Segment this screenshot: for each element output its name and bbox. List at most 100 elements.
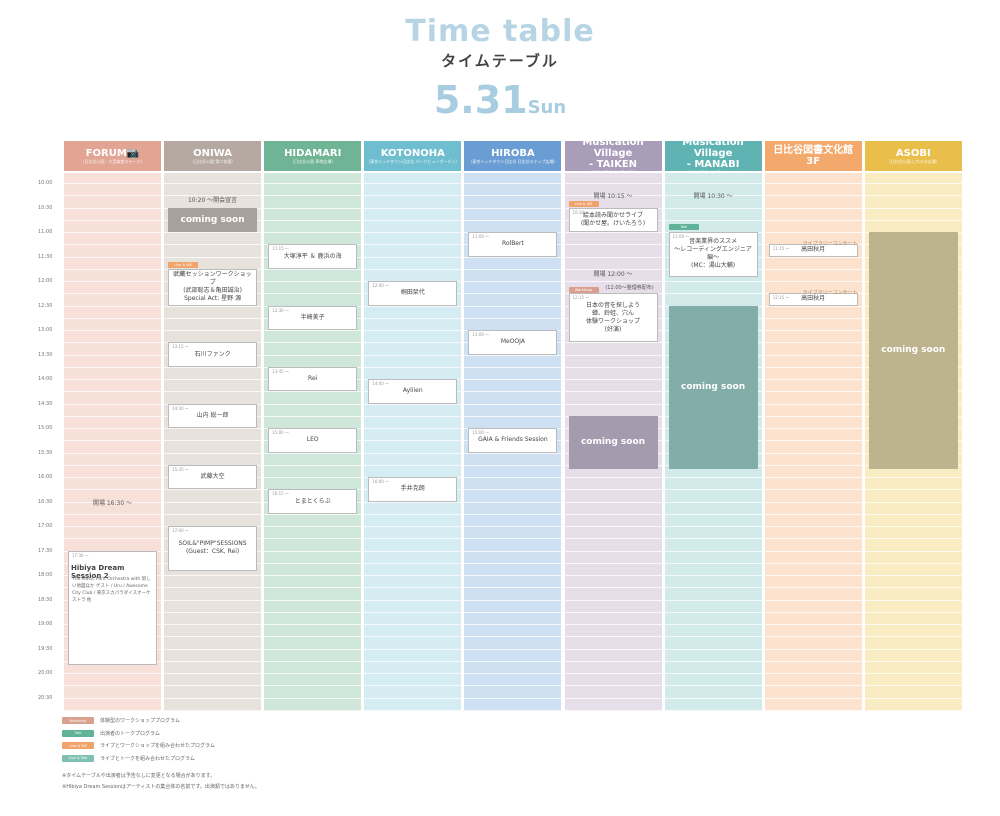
column-name: FORUM📷 (85, 147, 140, 159)
event-name: SOIL&"PIMP"SESSIONS (Guest：CSK, Rei) (178, 540, 247, 556)
event-card[interactable]: 13:45 〜 Rei (268, 366, 358, 392)
grid-line (664, 293, 762, 295)
column-header-hiroba: HIROBA （東京ミッドタウン日比谷 日比谷ステップ広場） (464, 141, 562, 171)
column-hiroba: HIROBA （東京ミッドタウン日比谷 日比谷ステップ広場） (464, 141, 562, 736)
grid-line (364, 575, 462, 576)
grid-line (164, 673, 262, 674)
event-card[interactable]: 10:30 〜絵本読み聞かせライブ (聞かせ屋。けいたろう) (568, 207, 658, 232)
grid-line (64, 232, 161, 233)
grid-line (264, 464, 362, 466)
grid-line (864, 673, 962, 674)
grid-line (364, 452, 462, 454)
grid-line (64, 501, 161, 503)
grid-line (64, 538, 161, 540)
grid-line (364, 403, 462, 405)
time-label: 17:00 (38, 523, 53, 529)
time-label: 10:00 (38, 180, 53, 186)
grid-line (364, 624, 462, 625)
event-card[interactable]: 13:00 〜 MeOOJA (468, 330, 558, 355)
event-card[interactable]: 12:00 〜桐田栞代 (368, 281, 458, 306)
grid-line (64, 428, 161, 429)
event-card[interactable]: 12:15 〜 高田秋月 (768, 293, 858, 306)
column-name: ASOBI (895, 147, 931, 159)
grid-line (764, 195, 862, 197)
event-date: 5.31Sun (0, 78, 1000, 122)
coming-soon-block: coming soon (168, 207, 258, 232)
legend-text: ライブとワークショップを組み合わせたプログラム (100, 743, 215, 749)
grid-line (564, 391, 662, 393)
event-card[interactable]: 16:15 〜とまとくらぶ (268, 489, 358, 514)
event-card[interactable]: 12:30 〜半崎美子 (268, 305, 358, 330)
grid-line (264, 660, 362, 662)
grid-line (364, 599, 462, 601)
schedule-note: 開場 16:30 〜 (92, 499, 133, 507)
event-time: 17:00 〜 (172, 528, 189, 533)
column-header-toshokan: 日比谷図書文化館 3F (764, 141, 862, 171)
time-label: 16:00 (38, 474, 53, 480)
event-name: LEO (306, 436, 319, 444)
grid-line (564, 195, 662, 197)
event-name: 高田秋月 (801, 246, 826, 254)
legend-item: Talk 出演者のトークプログラム (62, 729, 160, 737)
grid-line (564, 575, 662, 576)
grid-line (364, 268, 462, 270)
grid-line (464, 293, 562, 295)
event-name: 音楽業界のススメ 〜レコーディングエンジニア編〜 (MC：湯山大輔) (674, 238, 752, 270)
grid-line (64, 244, 161, 246)
event-card[interactable]: 11:00 〜 RolBert (468, 232, 558, 257)
grid-line (164, 575, 262, 576)
event-card[interactable]: 11:15 〜 高田秋月 (768, 244, 858, 257)
event-card[interactable]: 15:00 〜 GAIA & Friends Session (468, 428, 558, 453)
grid-line (264, 293, 362, 295)
event-card[interactable]: 12:15 〜日本の音を探しよう 蝉、鈴蛙、穴ん 体験ワークショップ (好演) (568, 293, 658, 343)
grid-line (464, 501, 562, 503)
event-card[interactable]: 11:45 〜武蔵セッションワークショップ (武部聡志＆亀田誠治) Specia… (168, 268, 258, 306)
grid-line (864, 207, 962, 209)
grid-line (264, 195, 362, 197)
event-time: 16:00 〜 (372, 479, 390, 484)
grid-line (364, 611, 462, 613)
grid-line (664, 648, 762, 650)
event-card[interactable]: 16:00 〜手井克朗 (368, 477, 458, 502)
event-name: 日本の音を探しよう 蝉、鈴蛙、穴ん 体験ワークショップ (好演) (585, 301, 640, 333)
column-hidamari: HIDAMARI （日比谷公園 草地広場） (264, 141, 362, 736)
event-name: 武藤大空 (200, 473, 225, 480)
event-card[interactable]: 15:00 〜 LEO (268, 428, 358, 453)
event-card[interactable]: 14:30 〜山内 総一郎 (168, 403, 258, 428)
time-label: 20:30 (38, 694, 53, 701)
grid-line (864, 587, 962, 589)
time-label: 10:30 (38, 204, 53, 211)
event-card[interactable]: 17:00 〜 SOIL&"PIMP"SESSIONS (Guest：CSK, R… (168, 526, 258, 571)
event-card[interactable]: 11:15 〜大塚淳平 ＆ 鹿浜の海 (268, 244, 358, 269)
event-card[interactable]: 15:45 〜武藤大空 (168, 464, 258, 490)
grid-line (664, 575, 762, 576)
grid-line (564, 366, 662, 368)
grid-line (564, 244, 662, 246)
grid-line (464, 305, 562, 307)
grid-line (264, 342, 362, 344)
grid-line (664, 477, 762, 478)
grid-line (864, 709, 962, 711)
grid-line (364, 366, 462, 368)
grid-line (64, 452, 161, 454)
event-card[interactable]: 11:00 〜音楽業界のススメ 〜レコーディングエンジニア編〜 (MC：湯山大輔… (668, 232, 758, 277)
column-subtitle: （日比谷図書文化館 大ホール） (684, 169, 742, 175)
event-card[interactable]: 13:15 〜石川ファンク (168, 342, 258, 367)
grid-line (464, 268, 562, 270)
grid-line (264, 403, 362, 405)
time-label: 14:00 (38, 376, 53, 382)
grid-line (64, 722, 161, 723)
event-card[interactable]: 17:30 〜 Hibiya Dream Session 2 The Music P… (68, 550, 157, 665)
event-card[interactable]: 14:00 〜 Ayliien (368, 379, 458, 404)
event-time: 14:00 〜 (372, 381, 390, 386)
event-name: 高田秋月 (801, 295, 826, 303)
taiken-ticket-note: (12:00〜整理券配布) (605, 284, 654, 291)
grid-line (564, 183, 662, 184)
time-label: 11:00 (38, 229, 53, 235)
grid-line (464, 562, 562, 564)
grid-line (464, 477, 562, 478)
legend-text: 体験型のワークショッププログラム (100, 718, 180, 724)
grid-line (564, 722, 662, 723)
grid-line (464, 673, 562, 674)
grid-line (164, 428, 262, 429)
